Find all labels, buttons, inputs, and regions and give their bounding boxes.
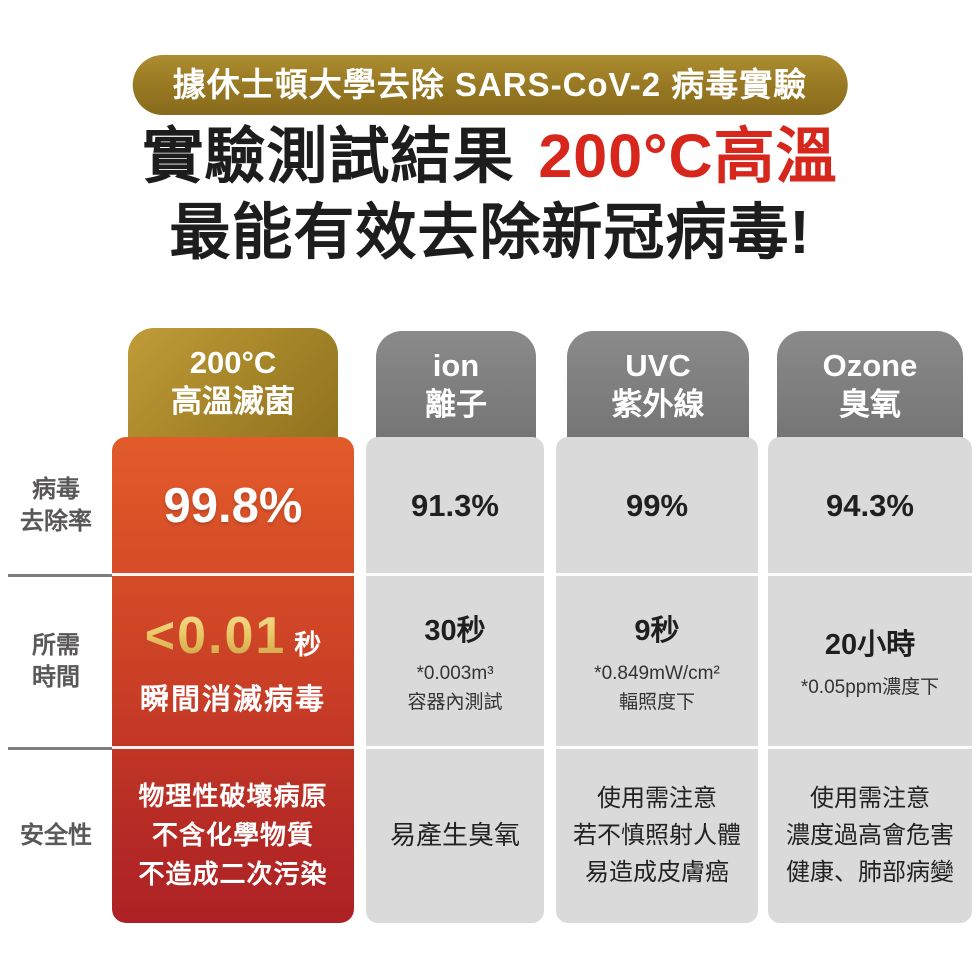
time-value-uvc: 9秒 bbox=[634, 614, 680, 647]
card-separator bbox=[112, 746, 354, 749]
safety-ion-line1: 易產生臭氧 bbox=[389, 820, 520, 850]
column-header-uvc-line2: 紫外線 bbox=[611, 387, 705, 422]
column-header-ion: ion 離子 bbox=[376, 331, 536, 447]
column-header-200c-line2: 高溫滅菌 bbox=[171, 384, 295, 419]
column-header-ion-line1: ion bbox=[432, 348, 480, 383]
safety-ozone-line2: 濃度過高會危害 bbox=[786, 822, 954, 849]
time-note-uvc-line2: 輻照度下 bbox=[618, 691, 695, 713]
cell-200c-time: <0.01 秒 瞬間消滅病毒 bbox=[112, 575, 354, 748]
row-label-safety: 安全性 bbox=[0, 748, 112, 923]
row-divider-2 bbox=[8, 747, 112, 750]
safety-uvc-line3: 易造成皮膚癌 bbox=[585, 859, 729, 886]
safety-ozone-line1: 使用需注意 bbox=[810, 785, 930, 812]
column-card-ozone: 94.3% 20小時 *0.05ppm濃度下 使用需注意 濃度過高會危害 健康、… bbox=[768, 437, 972, 923]
card-separator bbox=[768, 573, 972, 576]
row-label-time-line2: 時間 bbox=[32, 663, 80, 691]
time-200c-row: <0.01 秒 bbox=[145, 606, 322, 666]
column-card-ion: 91.3% 30秒 *0.003m³ 容器內測試 易產生臭氧 bbox=[366, 437, 544, 923]
experiment-source-badge: 據休士頓大學去除 SARS-CoV-2 病毒實驗 bbox=[132, 55, 848, 115]
column-card-200c: 99.8% <0.01 秒 瞬間消滅病毒 物理性破壞病原 不含化學物質 不造成二… bbox=[112, 437, 354, 923]
card-separator bbox=[768, 746, 972, 749]
card-separator bbox=[556, 573, 758, 576]
time-note-ion: *0.003m³ 容器內測試 bbox=[407, 659, 502, 717]
column-header-ion-line2: 離子 bbox=[425, 387, 487, 422]
safety-ozone-line3: 健康、肺部病變 bbox=[786, 859, 954, 886]
time-note-uvc-line1: *0.849mW/cm² bbox=[594, 662, 720, 684]
row-label-removal-line1: 病毒 bbox=[32, 476, 80, 503]
cell-200c-safety: 物理性破壞病原 不含化學物質 不造成二次污染 bbox=[112, 748, 354, 923]
time-note-ion-line2: 容器內測試 bbox=[407, 691, 503, 713]
headline-line1-black: 實驗測試結果 bbox=[142, 122, 533, 190]
time-unit-200c: 秒 bbox=[294, 630, 322, 660]
time-value-ozone: 20小時 bbox=[824, 629, 916, 661]
cell-ion-safety: 易產生臭氧 bbox=[366, 748, 544, 923]
time-note-uvc: *0.849mW/cm² 輻照度下 bbox=[594, 659, 720, 717]
column-header-uvc: UVC 紫外線 bbox=[567, 331, 749, 447]
removal-rate-ion: 91.3% bbox=[411, 488, 499, 523]
column-header-ozone: Ozone 臭氧 bbox=[777, 331, 963, 447]
removal-rate-ozone: 94.3% bbox=[826, 488, 914, 523]
headline: 實驗測試結果 200°C高溫 最能有效去除新冠病毒! bbox=[0, 118, 980, 270]
cell-uvc-time: 9秒 *0.849mW/cm² 輻照度下 bbox=[556, 575, 758, 748]
time-note-ozone-line1: *0.05ppm濃度下 bbox=[800, 677, 940, 698]
removal-rate-200c: 99.8% bbox=[163, 479, 303, 533]
cell-ozone-time: 20小時 *0.05ppm濃度下 bbox=[768, 575, 972, 748]
row-divider-1 bbox=[8, 574, 112, 577]
time-value-ion: 30秒 bbox=[424, 614, 486, 647]
cell-200c-removal: 99.8% bbox=[112, 437, 354, 575]
cell-ozone-safety: 使用需注意 濃度過高會危害 健康、肺部病變 bbox=[768, 748, 972, 923]
safety-200c-line2: 不含化學物質 bbox=[151, 820, 314, 850]
row-label-removal-line2: 去除率 bbox=[20, 508, 92, 535]
row-label-safety-text: 安全性 bbox=[20, 821, 92, 849]
card-separator bbox=[366, 746, 544, 749]
headline-line2: 最能有效去除新冠病毒! bbox=[169, 198, 811, 266]
safety-uvc-line2: 若不慎照射人體 bbox=[573, 822, 741, 849]
column-header-ozone-line2: 臭氧 bbox=[839, 387, 901, 422]
row-label-removal-rate: 病毒 去除率 bbox=[0, 437, 112, 575]
column-header-ozone-line1: Ozone bbox=[822, 348, 918, 383]
time-note-ion-line1: *0.003m³ bbox=[416, 662, 494, 684]
cell-ion-time: 30秒 *0.003m³ 容器內測試 bbox=[366, 575, 544, 748]
card-separator bbox=[112, 573, 354, 576]
cell-ion-removal: 91.3% bbox=[366, 437, 544, 575]
column-header-200c: 200°C 高溫滅菌 bbox=[128, 328, 338, 448]
time-note-ozone: *0.05ppm濃度下 bbox=[801, 673, 939, 702]
card-separator bbox=[366, 573, 544, 576]
safety-uvc-line1: 使用需注意 bbox=[597, 785, 717, 812]
removal-rate-uvc: 99% bbox=[625, 488, 689, 523]
cell-uvc-safety: 使用需注意 若不慎照射人體 易造成皮膚癌 bbox=[556, 748, 758, 923]
safety-200c-line3: 不造成二次污染 bbox=[138, 859, 328, 889]
headline-line1-red: 200°C高溫 bbox=[538, 122, 838, 190]
cell-ozone-removal: 94.3% bbox=[768, 437, 972, 575]
column-card-uvc: 99% 9秒 *0.849mW/cm² 輻照度下 使用需注意 若不慎照射人體 易… bbox=[556, 437, 758, 923]
column-header-200c-line1: 200°C bbox=[189, 345, 277, 380]
safety-200c-line1: 物理性破壞病原 bbox=[138, 781, 328, 811]
row-label-time-line1: 所需 bbox=[32, 631, 80, 659]
headline-line1: 實驗測試結果 200°C高溫 bbox=[0, 118, 980, 194]
card-separator bbox=[556, 746, 758, 749]
time-value-200c: <0.01 bbox=[144, 606, 287, 665]
column-header-uvc-line1: UVC bbox=[625, 348, 691, 383]
cell-uvc-removal: 99% bbox=[556, 437, 758, 575]
row-label-time: 所需 時間 bbox=[0, 575, 112, 748]
time-note-200c: 瞬間消滅病毒 bbox=[139, 683, 326, 716]
